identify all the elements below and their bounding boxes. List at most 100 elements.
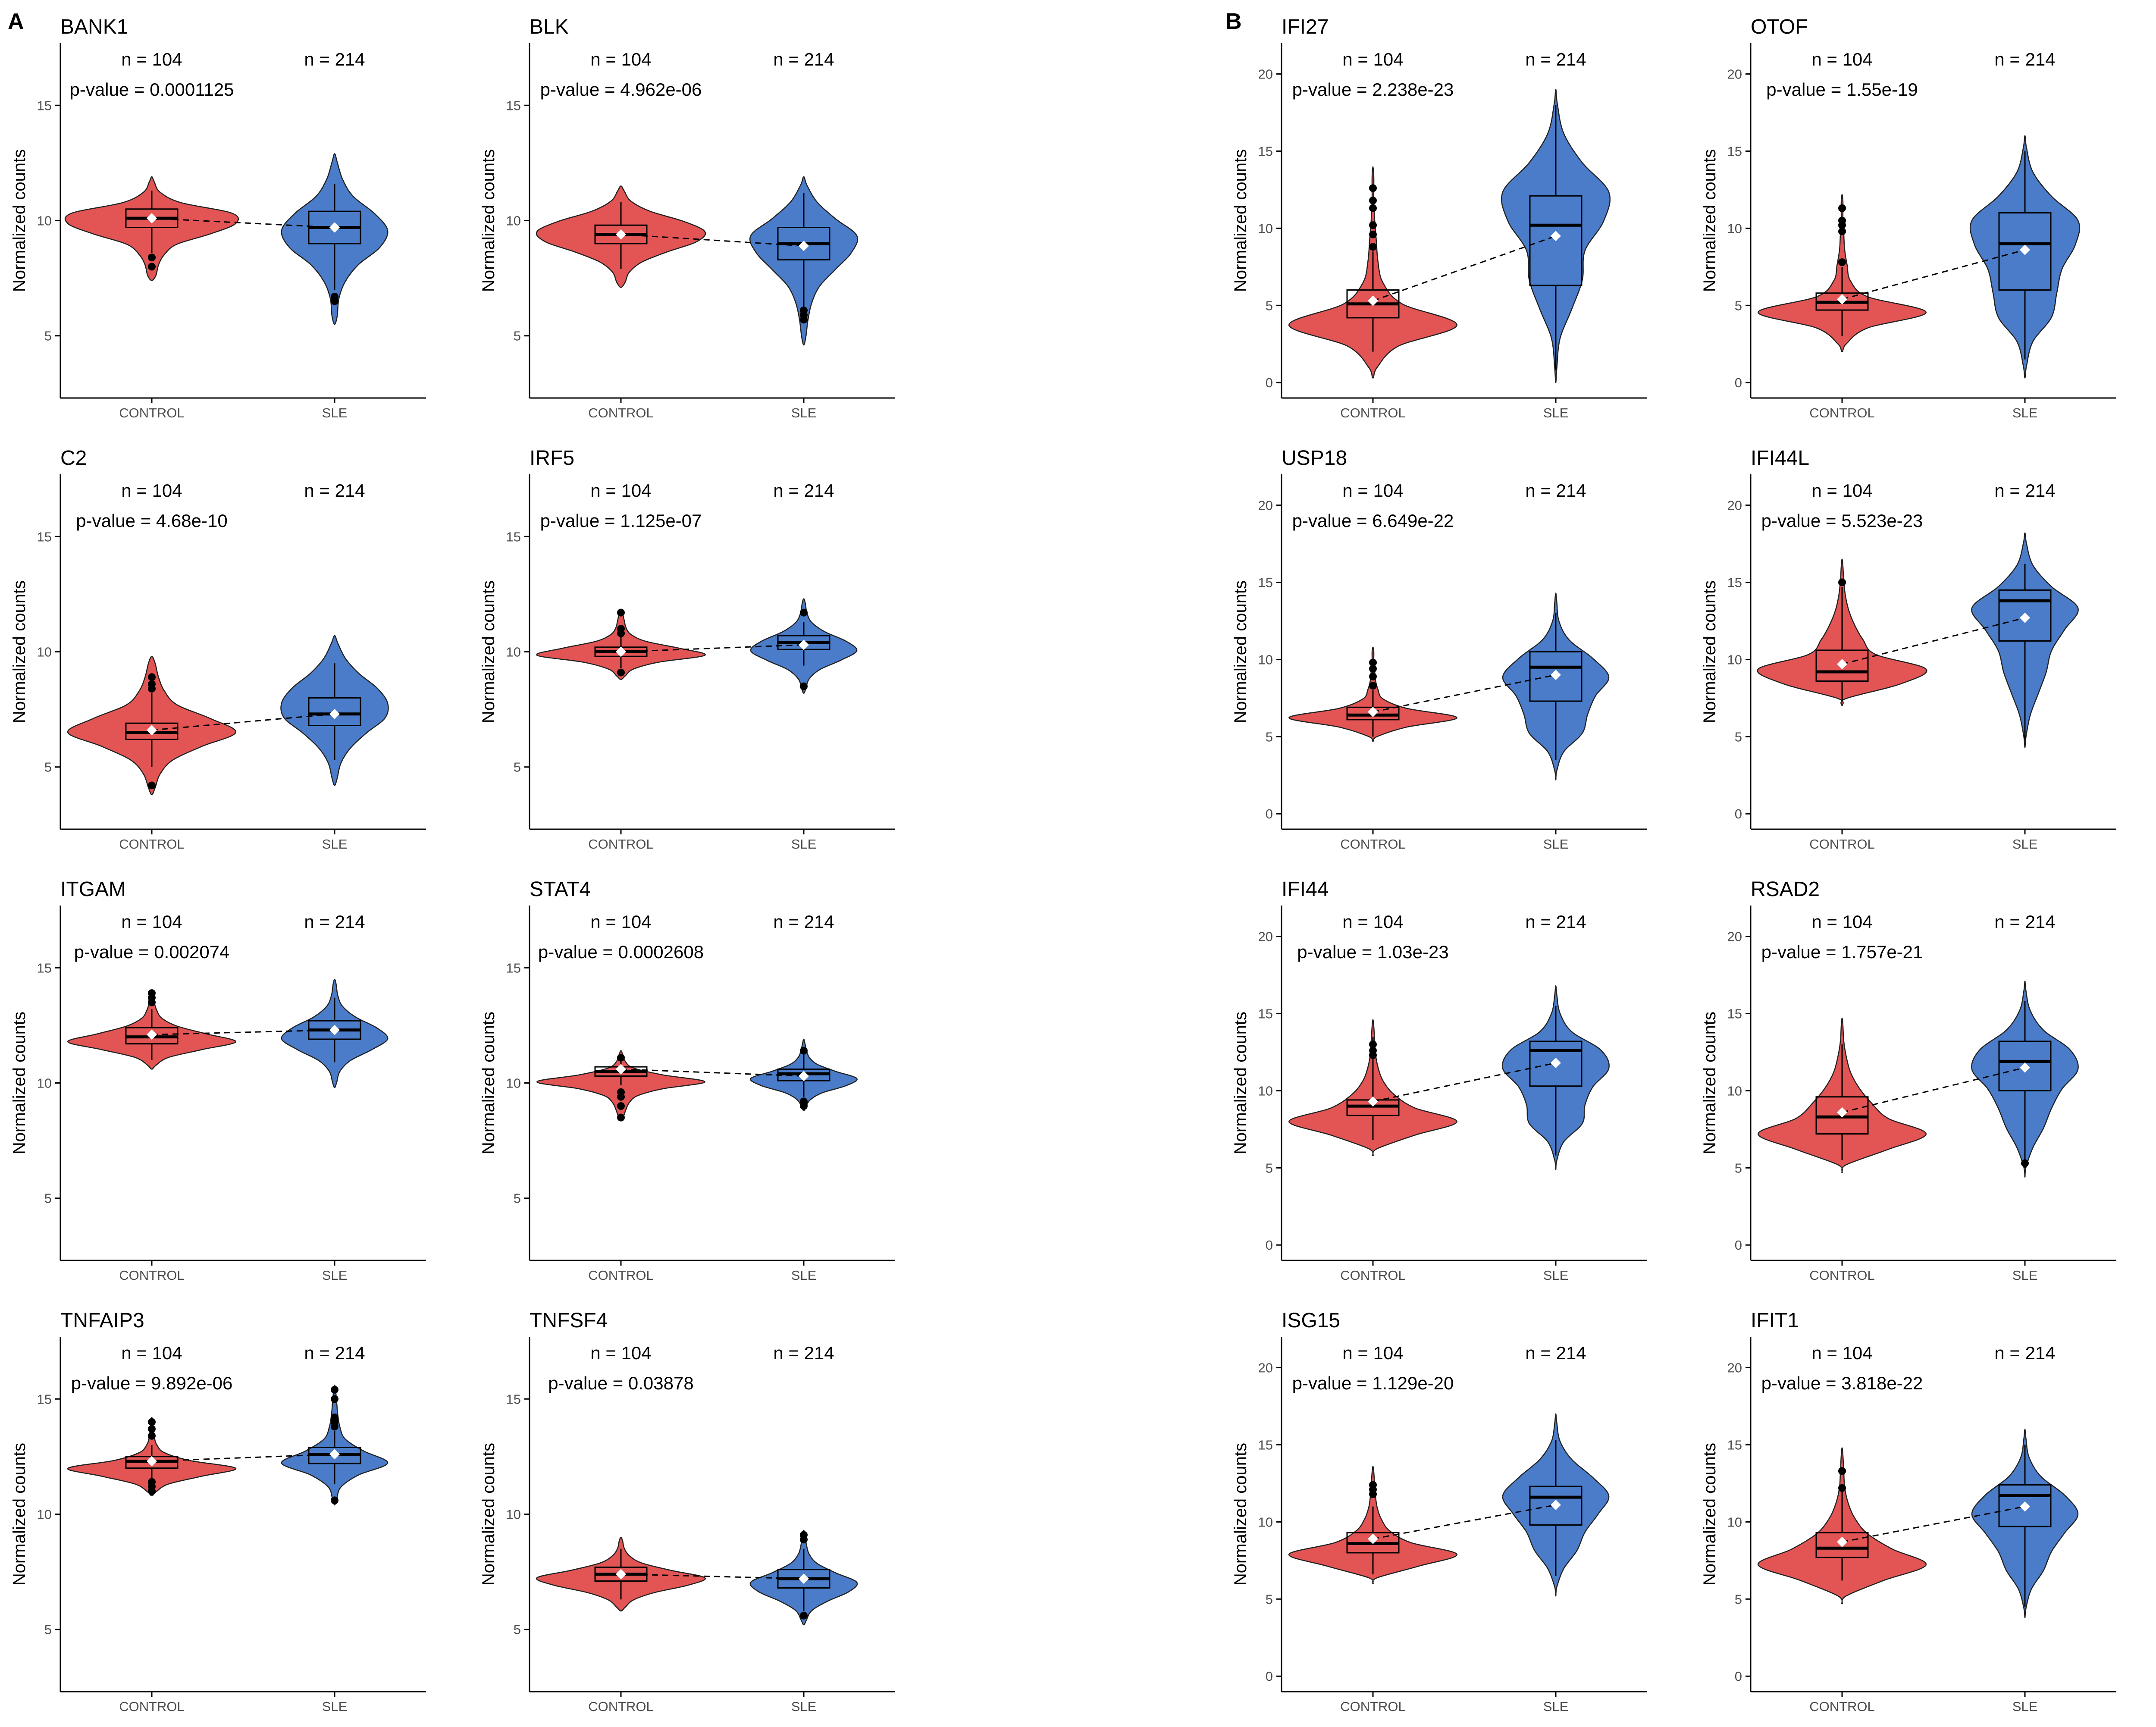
y-tick-label: 15 <box>37 98 52 113</box>
outlier-point <box>1369 221 1377 229</box>
y-tick-label: 15 <box>1727 1437 1742 1452</box>
outlier-point <box>1369 664 1377 673</box>
plot-title: IRF5 <box>530 447 574 470</box>
x-tick-label-control: CONTROL <box>1340 405 1406 420</box>
n-label-control: n = 104 <box>1811 49 1872 69</box>
mean-marker-control <box>1837 294 1847 304</box>
subplots: BANK1 Normalized counts 5 10 15 CONTROL SLE n =… <box>10 16 2116 1714</box>
y-tick-label: 5 <box>44 760 52 775</box>
y-tick-label: 20 <box>1258 1360 1273 1376</box>
n-label-control: n = 104 <box>1342 49 1403 69</box>
y-tick-label: 5 <box>514 329 521 344</box>
y-axis-label: Normalized counts <box>1231 1012 1250 1154</box>
p-value-label: p-value = 0.002074 <box>74 942 230 962</box>
p-value-label: p-value = 1.129e-20 <box>1292 1373 1454 1393</box>
n-label-sle: n = 214 <box>1994 1343 2055 1363</box>
outlier-point <box>1369 1041 1377 1049</box>
y-tick-label: 0 <box>1266 375 1273 390</box>
plot-title: IFIT1 <box>1751 1309 1799 1332</box>
p-value-label: p-value = 6.649e-22 <box>1292 511 1454 531</box>
mean-marker-control <box>616 229 626 240</box>
y-tick-label: 20 <box>1727 1360 1742 1376</box>
p-value-label: p-value = 0.0001125 <box>69 79 234 100</box>
outlier-point <box>1838 204 1846 212</box>
mean-trend-line <box>1842 1067 2025 1113</box>
y-tick-label: 15 <box>37 529 52 544</box>
y-tick-label: 10 <box>1727 1514 1742 1530</box>
x-tick-label-control: CONTROL <box>1809 405 1875 420</box>
y-tick-label: 0 <box>1735 1238 1742 1253</box>
y-axis-label: Normalized counts <box>479 1443 498 1586</box>
subplot-ifit1: IFIT1 Normalized counts 0 5 10 15 20 CONTROL SLE… <box>1700 1309 2116 1714</box>
outlier-point <box>800 1531 808 1539</box>
p-value-label: p-value = 9.892e-06 <box>71 1373 233 1393</box>
outlier-point <box>331 292 338 301</box>
p-value-label: p-value = 4.962e-06 <box>540 79 702 100</box>
outlier-point <box>617 1102 625 1110</box>
mean-marker-control <box>616 646 626 657</box>
outlier-point <box>1838 216 1846 225</box>
y-axis-label: Normalized counts <box>1700 580 1719 723</box>
outlier-point <box>148 680 156 688</box>
mean-trend-line <box>1842 249 2025 300</box>
mean-marker-sle <box>329 1449 340 1460</box>
outlier-point <box>148 673 156 681</box>
y-tick-label: 5 <box>1266 1160 1273 1175</box>
mean-marker-sle <box>2020 1501 2030 1512</box>
plot-title: ITGAM <box>60 878 126 901</box>
plot-title: STAT4 <box>530 878 591 901</box>
x-tick-label-control: CONTROL <box>119 405 185 420</box>
mean-marker-control <box>147 725 157 736</box>
outlier-point <box>617 608 625 617</box>
outlier-point <box>1369 230 1377 238</box>
subplot-bank1: BANK1 Normalized counts 5 10 15 CONTROL SLE n =… <box>10 16 426 420</box>
y-tick-label: 20 <box>1727 929 1742 944</box>
box-sle <box>1998 1041 2052 1091</box>
outlier-point <box>1369 196 1377 204</box>
n-label-sle: n = 214 <box>1994 480 2055 501</box>
n-label-sle: n = 214 <box>773 480 834 501</box>
y-axis-label: Normalized counts <box>1231 149 1250 292</box>
y-tick-label: 0 <box>1266 1669 1273 1684</box>
mean-marker-control <box>616 1569 626 1580</box>
n-label-control: n = 104 <box>1811 1343 1872 1363</box>
x-tick-label-sle: SLE <box>1543 1699 1569 1714</box>
n-label-control: n = 104 <box>1342 1343 1403 1363</box>
y-tick-label: 15 <box>37 960 52 975</box>
mean-marker-sle <box>799 639 809 650</box>
n-label-sle: n = 214 <box>773 49 834 69</box>
y-tick-label: 20 <box>1258 67 1273 82</box>
mean-trend-line <box>1842 617 2025 665</box>
outlier-point <box>331 1414 338 1422</box>
x-tick-label-control: CONTROL <box>119 1268 185 1283</box>
y-tick-label: 15 <box>1258 575 1273 590</box>
outlier-point <box>148 254 156 262</box>
outlier-point <box>148 1425 156 1433</box>
mean-trend-line <box>1373 674 1556 713</box>
plot-title: BLK <box>530 16 569 38</box>
plot-title: ISG15 <box>1282 1309 1340 1332</box>
y-tick-label: 20 <box>1727 498 1742 513</box>
x-tick-label-sle: SLE <box>322 405 348 420</box>
mean-marker-control <box>1368 1533 1378 1544</box>
y-tick-label: 5 <box>514 1191 521 1206</box>
p-value-label: p-value = 1.55e-19 <box>1766 79 1918 100</box>
y-tick-label: 10 <box>37 1507 52 1522</box>
mean-marker-control <box>1837 1536 1847 1547</box>
mean-marker-sle <box>799 1071 809 1081</box>
y-tick-label: 5 <box>44 329 52 344</box>
box-sle <box>1529 651 1583 702</box>
y-tick-label: 0 <box>1735 1669 1742 1684</box>
y-axis-label: Normalized counts <box>10 1443 29 1586</box>
y-tick-label: 5 <box>1735 1160 1742 1175</box>
outlier-point <box>148 781 156 790</box>
box-sle <box>1529 1486 1583 1526</box>
p-value-label: p-value = 1.125e-07 <box>540 511 702 531</box>
y-tick-label: 15 <box>506 960 521 975</box>
y-tick-label: 15 <box>1727 575 1742 590</box>
n-label-control: n = 104 <box>1811 480 1872 501</box>
outlier-point <box>2021 1159 2029 1167</box>
y-tick-label: 10 <box>506 1076 521 1091</box>
